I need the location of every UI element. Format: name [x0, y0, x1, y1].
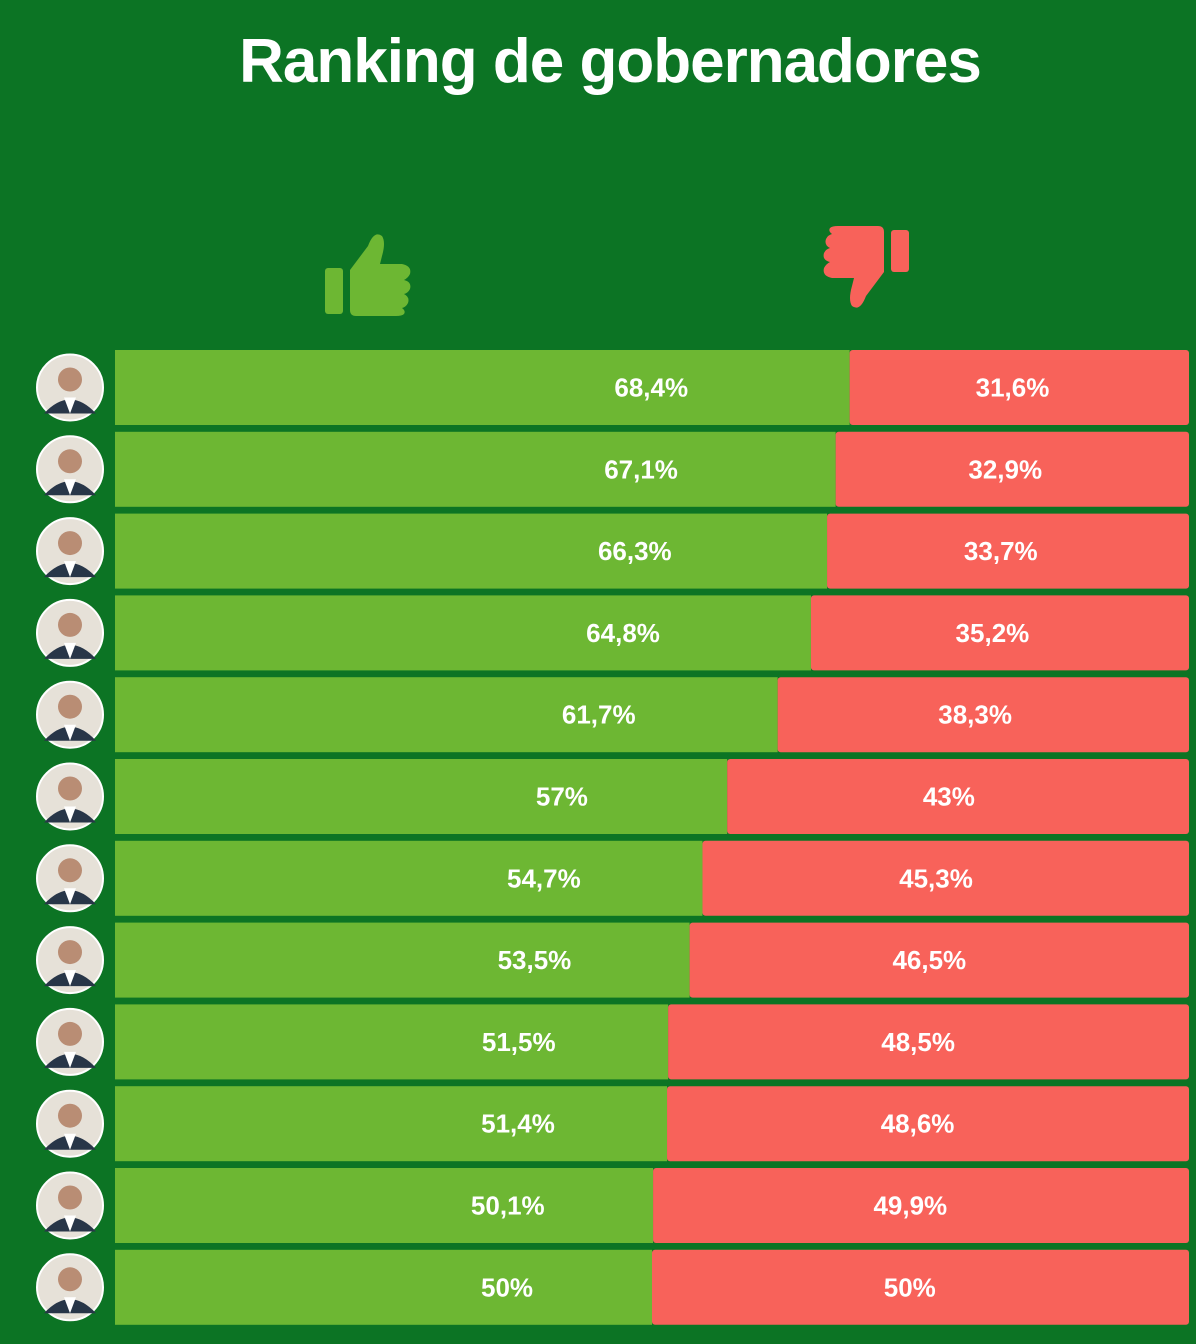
disapprove-bar: [668, 1004, 1189, 1080]
approve-bar: [115, 350, 850, 425]
approve-bar: [115, 513, 828, 589]
disapprove-value-label: 50%: [884, 1272, 936, 1302]
disapprove-value-label: 46,5%: [892, 945, 966, 975]
approve-value-label: 51,4%: [481, 1109, 555, 1139]
disapprove-value-label: 31,6%: [976, 373, 1050, 403]
disapprove-bar: [827, 513, 1189, 589]
approve-bar: [115, 759, 728, 834]
disapprove-value-label: 49,9%: [873, 1191, 947, 1221]
approve-value-label: 68,4%: [614, 373, 688, 403]
disapprove-bar: [689, 922, 1189, 998]
approve-value-label: 51,5%: [482, 1027, 556, 1057]
disapprove-value-label: 32,9%: [968, 454, 1042, 484]
approve-value-label: 53,5%: [498, 945, 572, 975]
avatar: [36, 1171, 104, 1240]
avatar: [36, 926, 104, 995]
disapprove-value-label: 48,5%: [881, 1027, 955, 1057]
avatar: [36, 517, 104, 586]
avatar: [36, 1089, 104, 1158]
chart-title: Ranking de gobernadores: [239, 27, 982, 96]
thumbs-up-icon: [325, 234, 411, 316]
disapprove-value-label: 33,7%: [964, 536, 1038, 566]
avatar: [36, 680, 104, 749]
approve-bar: [115, 1249, 652, 1325]
avatar: [36, 762, 104, 831]
approve-value-label: 61,7%: [562, 700, 636, 730]
disapprove-value-label: 43%: [923, 782, 975, 812]
avatar: [36, 1007, 104, 1076]
approve-value-label: 50,1%: [471, 1191, 545, 1221]
thumbs-down-icon: [823, 226, 909, 308]
approve-bar: [115, 431, 836, 507]
approve-bar: [115, 840, 703, 916]
disapprove-bar: [810, 595, 1189, 671]
disapprove-bar: [652, 1249, 1189, 1325]
approve-bar: [115, 1086, 668, 1162]
approve-value-label: 66,3%: [598, 536, 672, 566]
avatar: [36, 1253, 104, 1322]
approve-bar: [115, 922, 690, 998]
approve-value-label: 67,1%: [604, 454, 678, 484]
disapprove-bar: [777, 677, 1189, 753]
avatar: [36, 435, 104, 504]
approve-bar: [115, 677, 778, 753]
disapprove-value-label: 35,2%: [956, 618, 1030, 648]
avatar: [36, 353, 104, 422]
approve-value-label: 54,7%: [507, 863, 581, 893]
approve-value-label: 57%: [536, 782, 588, 812]
disapprove-bar: [835, 431, 1189, 507]
disapprove-bar: [667, 1086, 1189, 1162]
avatar: [36, 844, 104, 913]
disapprove-value-label: 45,3%: [899, 863, 973, 893]
disapprove-bar: [702, 840, 1189, 916]
disapprove-bar: [653, 1168, 1189, 1243]
disapprove-bar: [727, 759, 1189, 834]
approve-value-label: 50%: [481, 1272, 533, 1302]
approve-value-label: 64,8%: [586, 618, 660, 648]
approve-bar: [115, 1168, 654, 1243]
approve-bar: [115, 595, 811, 671]
disapprove-value-label: 38,3%: [938, 700, 1012, 730]
approve-bar: [115, 1004, 669, 1080]
disapprove-bar: [849, 350, 1189, 425]
disapprove-value-label: 48,6%: [881, 1109, 955, 1139]
avatar: [36, 598, 104, 667]
